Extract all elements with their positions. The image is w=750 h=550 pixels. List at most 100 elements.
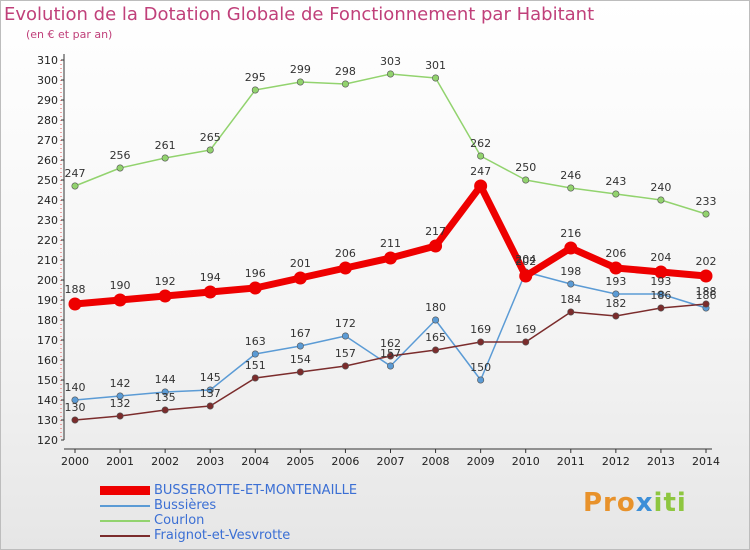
y-tick-label: 210 [37,254,58,267]
series-point-2 [432,74,440,82]
series-point-0 [158,289,172,303]
data-label-1: 142 [110,377,131,390]
data-label-0: 247 [470,165,491,178]
data-label-1: 193 [650,275,671,288]
series-point-3 [71,416,79,424]
data-label-0: 188 [65,283,86,296]
legend-item-courlon: Courlon [100,513,420,528]
x-tick-label: 2006 [331,455,359,468]
series-point-1 [161,388,169,396]
series-point-2 [612,190,620,198]
series-point-3 [657,304,665,312]
data-label-3: 151 [245,359,266,372]
series-point-2 [296,78,304,86]
series-point-0 [248,281,262,295]
x-tick-label: 2001 [106,455,134,468]
series-point-3 [702,300,710,308]
series-point-3 [612,312,620,320]
series-point-1 [71,396,79,404]
y-tick-label: 130 [37,414,58,427]
y-tick-label: 250 [37,174,58,187]
series-point-1 [206,386,214,394]
series-point-0 [429,239,443,253]
y-tick-label: 200 [37,274,58,287]
data-label-3: 169 [470,323,491,336]
series-point-0 [519,269,533,283]
data-label-0: 196 [245,267,266,280]
series-point-2 [702,210,710,218]
x-tick-label: 2000 [61,455,89,468]
series-point-2 [161,154,169,162]
data-label-2: 301 [425,59,446,72]
series-point-3 [161,406,169,414]
x-tick-label: 2004 [241,455,269,468]
series-point-0 [293,271,307,285]
legend-item-fraignot: Fraignot-et-Vesvrotte [100,528,420,543]
legend-label-courlon: Courlon [154,513,205,528]
legend-label-fraignot: Fraignot-et-Vesvrotte [154,528,291,543]
data-label-1: 157 [380,347,401,360]
y-tick-label: 300 [37,74,58,87]
data-label-2: 262 [470,137,491,150]
series-layer [68,70,713,424]
series-point-3 [477,338,485,346]
x-tick-label: 2013 [647,455,675,468]
data-label-3: 165 [425,331,446,344]
series-point-2 [386,70,394,78]
data-label-2: 261 [155,139,176,152]
series-point-0 [564,241,578,255]
data-label-0: 206 [605,247,626,260]
legend: BUSSEROTTE-ET-MONTENAILLE Bussières Cour… [100,483,420,543]
data-label-3: 182 [605,297,626,310]
x-tick-label: 2002 [151,455,179,468]
series-point-0 [474,179,488,193]
data-label-0: 204 [650,251,671,264]
data-label-0: 190 [110,279,131,292]
y-tick-label: 240 [37,194,58,207]
data-label-0: 216 [560,227,581,240]
series-point-1 [477,376,485,384]
legend-label-bussieres: Bussières [154,498,217,513]
data-label-1: 198 [560,265,581,278]
data-label-1: 144 [155,373,176,386]
series-point-3 [522,338,530,346]
axes: 1201301401501601701801902002102202302402… [37,54,720,468]
series-point-2 [522,176,530,184]
data-label-3: 132 [110,397,131,410]
data-label-0: 217 [425,225,446,238]
data-label-1: 186 [696,289,717,302]
data-label-2: 303 [380,55,401,68]
data-label-0: 201 [290,257,311,270]
data-label-2: 240 [650,181,671,194]
series-point-1 [612,290,620,298]
x-tick-label: 2012 [602,455,630,468]
series-point-2 [206,146,214,154]
series-point-0 [699,269,713,283]
series-point-3 [116,412,124,420]
y-tick-label: 140 [37,394,58,407]
series-point-0 [113,293,127,307]
data-label-3: 135 [155,391,176,404]
data-label-1: 150 [470,361,491,374]
y-tick-label: 170 [37,334,58,347]
data-label-3: 186 [650,289,671,302]
y-tick-label: 150 [37,374,58,387]
series-point-2 [251,86,259,94]
x-tick-label: 2010 [512,455,540,468]
y-tick-label: 270 [37,134,58,147]
series-point-1 [432,316,440,324]
legend-swatch-fraignot [100,535,150,537]
data-label-2: 243 [605,175,626,188]
y-tick-label: 280 [37,114,58,127]
data-label-3: 130 [65,401,86,414]
chart-title: Evolution de la Dotation Globale de Fonc… [4,4,595,25]
series-point-3 [296,368,304,376]
data-label-1: 180 [425,301,446,314]
series-point-0 [384,251,397,265]
data-label-3: 154 [290,353,311,366]
series-point-2 [116,164,124,172]
data-label-2: 299 [290,63,311,76]
legend-swatch-bussieres [100,505,150,507]
series-point-3 [386,352,394,360]
